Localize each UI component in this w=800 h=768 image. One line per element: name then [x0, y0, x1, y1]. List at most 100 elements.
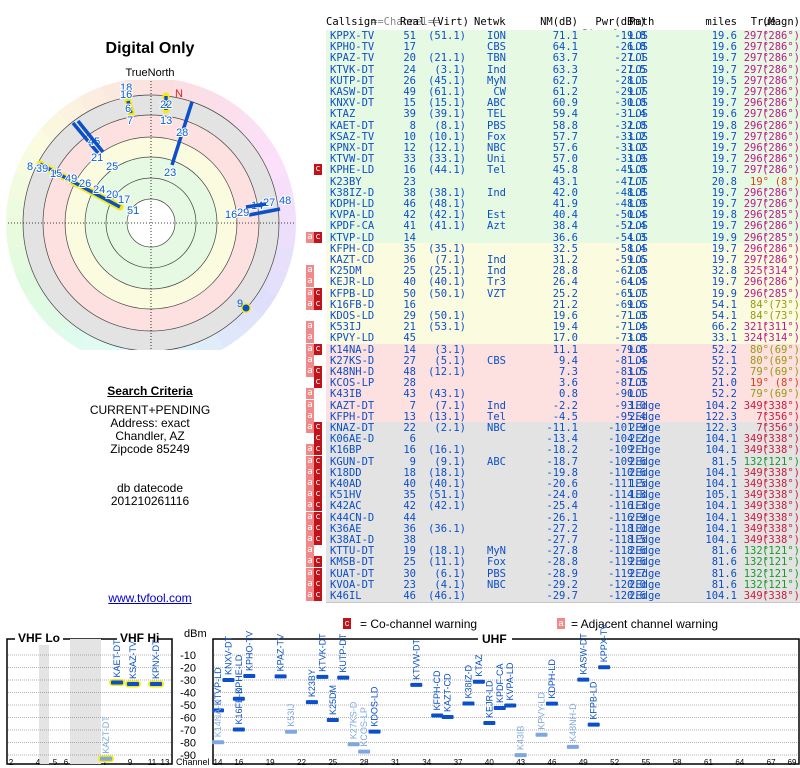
- station-mark[interactable]: [598, 665, 611, 670]
- cell-virt: (10.1): [428, 130, 466, 143]
- warning-badges: [296, 220, 324, 232]
- table-row[interactable]: KGUN-DT 9 (9.1) ABC -18.7 -109.6 2Edge 81.5 132°…: [326, 455, 800, 469]
- station-mark[interactable]: [243, 674, 256, 678]
- station-mark[interactable]: [368, 729, 381, 734]
- station-mark[interactable]: [566, 744, 579, 749]
- dbm-label: dBm: [184, 628, 207, 640]
- table-row[interactable]: K53IJ 21 (53.1) 19.4 -71.4 LOS 66.2 321° (311°): [326, 321, 800, 335]
- station-mark[interactable]: [232, 727, 245, 732]
- table-row[interactable]: K46IL 46 (46.1) -29.7 -120.6 2Edge 104.1 349° (3…: [326, 590, 800, 603]
- station-mark[interactable]: [274, 674, 287, 679]
- azimuth-hue-segment: [14, 150, 41, 180]
- table-row[interactable]: KPVY-LD 45 17.0 -73.8 LOS 33.1 324° (314°): [326, 332, 800, 346]
- station-mark[interactable]: [504, 703, 517, 708]
- cell-nm: 43.1: [552, 175, 578, 188]
- cell-virt: (4.1): [434, 578, 466, 591]
- cell-nm: 59.4: [552, 108, 578, 121]
- station-mark[interactable]: [410, 682, 423, 687]
- vhf-gap-shade: [39, 639, 49, 764]
- table-row[interactable]: KMSB-DT 25 (11.1) Fox -28.8 -119.6 2Edge 81.6 13…: [326, 556, 800, 570]
- cell-dist: 33.1: [711, 332, 737, 345]
- table-row[interactable]: KFPB-LD 50 (50.1) VZT 25.2 -65.7 LOS 19.9 296° (2…: [326, 287, 800, 301]
- table-row[interactable]: KAET-DT 8 (8.1) PBS 58.8 -32.0 LOS 19.8 296° (286…: [326, 119, 800, 133]
- station-label: K25DM: [328, 685, 338, 715]
- station-mark[interactable]: [326, 718, 339, 722]
- table-row[interactable]: KAZT-DT 7 (7.1) Ind -2.2 -93.0 1Edge 104.2 349°(…: [326, 399, 800, 413]
- cell-dist: 104.1: [705, 590, 737, 602]
- cell-nm: 19.6: [552, 310, 578, 322]
- cell-dist: 104.1: [705, 534, 737, 546]
- table-row[interactable]: KPAZ-TV 20 (21.1) TBN 63.7 -27.1 LOS 19.7 297° (2…: [326, 52, 800, 66]
- true-north-label: TrueNorth: [125, 67, 175, 79]
- table-row[interactable]: K43IB 43 (43.1) 0.8 -90.1 LOS 52.2 79° (69°): [326, 388, 800, 402]
- cell-path: LOS: [629, 186, 648, 199]
- cell-real: 12: [403, 142, 416, 154]
- table-row[interactable]: KPPX-TV 51 (51.1) ION 71.1 -19.8 LOS 19.6 297° (2…: [326, 30, 800, 43]
- station-mark[interactable]: [358, 749, 371, 754]
- station-mark[interactable]: [212, 708, 224, 713]
- cell-path: LOS: [629, 366, 648, 378]
- y-tick-label: -50: [180, 700, 196, 712]
- station-mark[interactable]: [441, 715, 454, 719]
- station-mark[interactable]: [222, 678, 235, 682]
- criteria-line: Chandler, AZ: [115, 429, 185, 443]
- y-tick-label: -20: [180, 663, 196, 675]
- cell-call: KPHE-LD: [330, 164, 375, 177]
- site-link[interactable]: www.tvfool.com: [108, 591, 192, 605]
- station-mark[interactable]: [305, 700, 318, 705]
- station-mark[interactable]: [472, 679, 485, 684]
- cell-call: KTVW-DT: [330, 153, 375, 166]
- x-tick-label: 58: [673, 758, 682, 767]
- y-tick-label: -40: [180, 688, 196, 700]
- station-mark[interactable]: [545, 701, 558, 706]
- station-mark[interactable]: [111, 680, 123, 685]
- table-row[interactable]: K40AD 40 (40.1) -20.6 -111.5 1Edge 104.1 349° (3…: [326, 478, 800, 491]
- table-row[interactable]: KFPH-DT 13 (13.1) Tel -4.5 -95.4 2Edge 122.3 7°(…: [326, 410, 800, 424]
- station-mark[interactable]: [431, 713, 444, 718]
- table-row[interactable]: KSAZ-TV 10 (10.1) Fox 57.7 -33.2 LOS 19.7 297° (2…: [326, 130, 800, 144]
- station-mark[interactable]: [232, 696, 245, 701]
- cell-path: LOS: [629, 343, 648, 356]
- table-row[interactable]: KTVW-DT 33 (33.1) Uni 57.0 -33.9 LOS 19.7 296° (2…: [326, 153, 800, 167]
- station-mark[interactable]: [587, 722, 600, 727]
- cell-net: Tr3: [487, 276, 506, 289]
- cell-pwr: -28.1: [614, 74, 646, 87]
- station-mark[interactable]: [493, 706, 506, 710]
- table-row[interactable]: KPDF-CA 41 (41.1) Azt 38.4 -52.4 LOS 19.7 296° (2…: [326, 220, 800, 234]
- table-row[interactable]: KEJR-LD 40 (40.1) Tr3 26.4 -64.4 LOS 19.7 296° (2…: [326, 276, 800, 290]
- station-mark[interactable]: [535, 732, 548, 737]
- station-label: KDOS-LD: [370, 686, 380, 727]
- station-mark[interactable]: [577, 677, 590, 682]
- station-mark[interactable]: [285, 729, 298, 734]
- station-mark[interactable]: [337, 675, 350, 680]
- station-mark[interactable]: [100, 756, 112, 761]
- cell-pwr: -101.9: [608, 422, 646, 434]
- station-mark[interactable]: [150, 682, 162, 686]
- table-row[interactable]: K27KS-D 27 (5.1) CBS 9.4 -81.4 LOS 52.1 80° (69°): [326, 354, 800, 368]
- station-label: KNXV-DT: [223, 635, 233, 675]
- table-row[interactable]: KCOS-LP 28 3.6 -87.3 LOS 21.0 19° (8°): [326, 377, 800, 391]
- x-tick-label: 4: [36, 758, 41, 767]
- station-mark[interactable]: [462, 701, 475, 706]
- x-tick-label: 61: [704, 758, 713, 767]
- station-mark[interactable]: [127, 682, 139, 686]
- table-row[interactable]: KAZT-CD 36 (7.1) Ind 31.2 -59.6 LOS 19.7 297° (28…: [326, 254, 800, 267]
- table-row[interactable]: KPNX-DT 12 (12.1) NBC 57.6 -33.2 LOS 19.7 296° (2…: [326, 142, 800, 155]
- table-row[interactable]: KVPA-LD 42 (42.1) Est 40.4 -50.4 LOS 19.8 296° (2…: [326, 209, 800, 223]
- station-mark[interactable]: [316, 674, 329, 679]
- cell-call: KUAT-DT: [330, 567, 375, 580]
- table-row[interactable]: KASW-DT 49 (61.1) CW 61.2 -29.7 LOS 19.7 297° (28…: [326, 86, 800, 99]
- cell-pwr: -58.4: [614, 242, 646, 255]
- table-row[interactable]: K44CN-D 44 -26.1 -116.9 2Edge 104.1 349° (338°): [326, 511, 800, 525]
- station-mark[interactable]: [514, 753, 527, 758]
- cell-real: 8: [409, 119, 416, 132]
- station-mark[interactable]: [212, 740, 224, 745]
- station-mark[interactable]: [483, 721, 496, 725]
- table-row[interactable]: K36AE 36 (36.1) -27.2 -118.0 1Edge 104.1 349° (3…: [326, 522, 800, 536]
- table-row[interactable]: KPHO-TV 17 CBS 64.1 -26.8 LOS 19.6 297° (286°): [326, 41, 800, 55]
- table-row[interactable]: KDPH-LD 46 (48.1) 41.9 -48.9 LOS 19.7 297° (286°…: [326, 198, 800, 211]
- station-mark[interactable]: [347, 742, 360, 747]
- cell-pwr: -59.6: [614, 254, 646, 266]
- table-row[interactable]: K18DD 18 (18.1) -19.8 -110.6 2Edge 104.1 349° (3…: [326, 466, 800, 480]
